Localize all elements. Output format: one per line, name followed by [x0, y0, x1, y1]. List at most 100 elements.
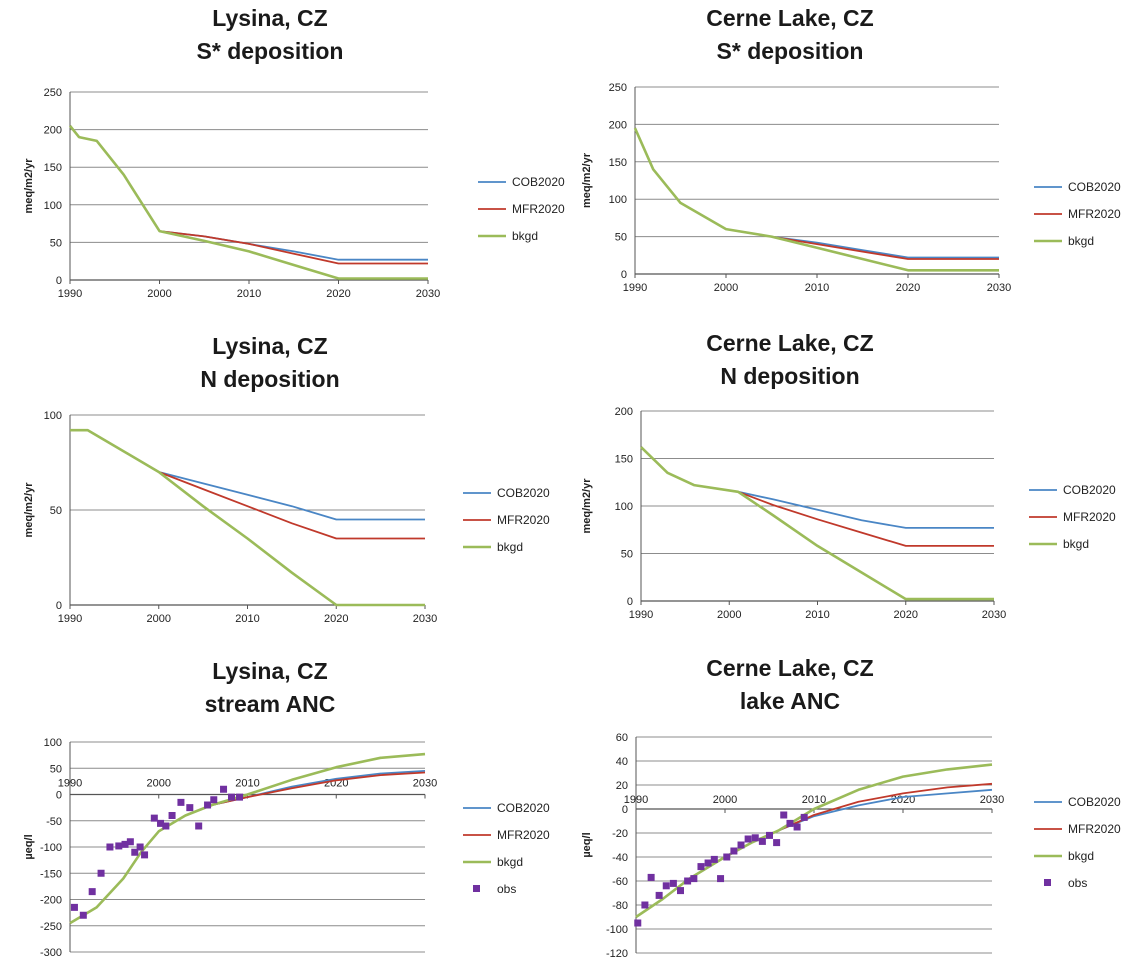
obs-point [97, 869, 105, 877]
series-line-bkgd [640, 446, 994, 601]
obs-point [773, 839, 781, 847]
legend-label: bkgd [497, 540, 523, 554]
obs-point [121, 840, 129, 848]
legend-label: bkgd [512, 229, 538, 243]
y-tick-label: 50 [50, 237, 62, 249]
obs-point [228, 793, 236, 801]
x-tick-label: 2010 [235, 613, 259, 625]
legend-label: bkgd [1063, 537, 1089, 551]
x-tick-label: 2030 [413, 778, 437, 790]
obs-point [697, 863, 705, 871]
chart-4-title-block: Cerne Lake, CZ N deposition [630, 327, 950, 393]
x-tick-label: 2030 [416, 288, 440, 300]
x-tick-label: 2000 [147, 778, 171, 790]
legend-label: COB2020 [512, 175, 565, 189]
y-tick-label: 150 [615, 454, 633, 466]
obs-point [751, 834, 759, 842]
x-tick-label: 2000 [717, 609, 741, 621]
y-tick-label: -40 [612, 852, 628, 864]
x-tick-label: 2010 [805, 609, 829, 621]
obs-point [136, 843, 144, 851]
x-tick-label: 1990 [623, 282, 647, 294]
obs-point [131, 848, 139, 856]
obs-point [744, 835, 752, 843]
chart-3-subtitle: N deposition [200, 366, 340, 392]
chart-2-subtitle: S* deposition [716, 38, 864, 64]
y-tick-label: 50 [50, 763, 62, 775]
obs-point [655, 891, 663, 899]
chart-1-subtitle: S* deposition [196, 38, 344, 64]
legend-label: COB2020 [497, 486, 550, 500]
y-tick-label: -100 [606, 924, 628, 936]
legend-label: obs [1068, 876, 1087, 890]
x-tick-label: 2000 [714, 282, 738, 294]
legend-label: COB2020 [1068, 180, 1121, 194]
y-tick-label: 100 [609, 194, 627, 206]
x-tick-label: 2000 [147, 613, 171, 625]
chart-4-subtitle: N deposition [720, 363, 860, 389]
x-tick-label: 1990 [58, 778, 82, 790]
x-tick-label: 1990 [58, 288, 82, 300]
legend-label: MFR2020 [1068, 207, 1121, 221]
y-tick-label: 0 [56, 600, 62, 612]
x-tick-label: 2020 [896, 282, 920, 294]
x-tick-label: 2010 [802, 794, 826, 806]
series-line-bkgd [70, 428, 425, 607]
obs-point [730, 847, 738, 855]
chart-5-title: Lysina, CZ [212, 658, 328, 684]
series-line-bkgd [68, 124, 428, 280]
obs-point [157, 819, 165, 827]
y-tick-label: -120 [606, 948, 628, 960]
legend-label: MFR2020 [497, 828, 550, 842]
x-tick-label: 2020 [324, 613, 348, 625]
obs-point [793, 823, 801, 831]
obs-point [126, 838, 134, 846]
x-tick-label: 2020 [894, 609, 918, 621]
chart-2-title: Cerne Lake, CZ [706, 5, 874, 31]
obs-point [684, 877, 692, 885]
obs-point [766, 831, 773, 839]
chart-1-title: Lysina, CZ [212, 5, 328, 31]
obs-point [115, 842, 123, 850]
series-line-bkgd [635, 763, 993, 919]
chart-1-title-block: Lysina, CZ S* deposition [120, 2, 420, 68]
obs-point [737, 841, 745, 849]
legend-label: MFR2020 [1068, 822, 1121, 836]
obs-point [186, 804, 194, 812]
obs-point [106, 843, 114, 851]
y-tick-label: 0 [621, 269, 627, 281]
x-tick-label: 2000 [147, 288, 171, 300]
y-tick-label: 150 [44, 162, 62, 174]
chart-3-title: Lysina, CZ [212, 333, 328, 359]
y-tick-label: -250 [40, 921, 62, 933]
y-tick-label: 0 [627, 596, 633, 608]
y-axis-label: µeq/l [581, 832, 593, 857]
y-tick-label: -50 [46, 816, 62, 828]
y-tick-label: 0 [56, 790, 62, 802]
y-tick-label: 0 [622, 804, 628, 816]
x-tick-label: 1990 [58, 613, 82, 625]
legend-label: MFR2020 [1063, 510, 1116, 524]
legend-label: MFR2020 [512, 202, 565, 216]
x-tick-label: 2010 [237, 288, 261, 300]
chart-5-subtitle: stream ANC [204, 691, 336, 717]
y-tick-label: -60 [612, 876, 628, 888]
obs-point [690, 875, 698, 883]
y-tick-label: 250 [44, 87, 62, 99]
legend-label: bkgd [1068, 234, 1094, 248]
chart-6-subtitle: lake ANC [739, 688, 841, 714]
y-axis-label: meq/m2/yr [23, 158, 35, 214]
obs-point [195, 822, 203, 830]
y-tick-label: 100 [44, 410, 62, 422]
obs-point [150, 814, 158, 822]
x-tick-label: 2030 [413, 613, 437, 625]
y-tick-label: 50 [621, 549, 633, 561]
y-tick-label: -20 [612, 828, 628, 840]
chart-6-title: Cerne Lake, CZ [706, 655, 874, 681]
x-tick-label: 2010 [805, 282, 829, 294]
obs-point [177, 798, 185, 806]
